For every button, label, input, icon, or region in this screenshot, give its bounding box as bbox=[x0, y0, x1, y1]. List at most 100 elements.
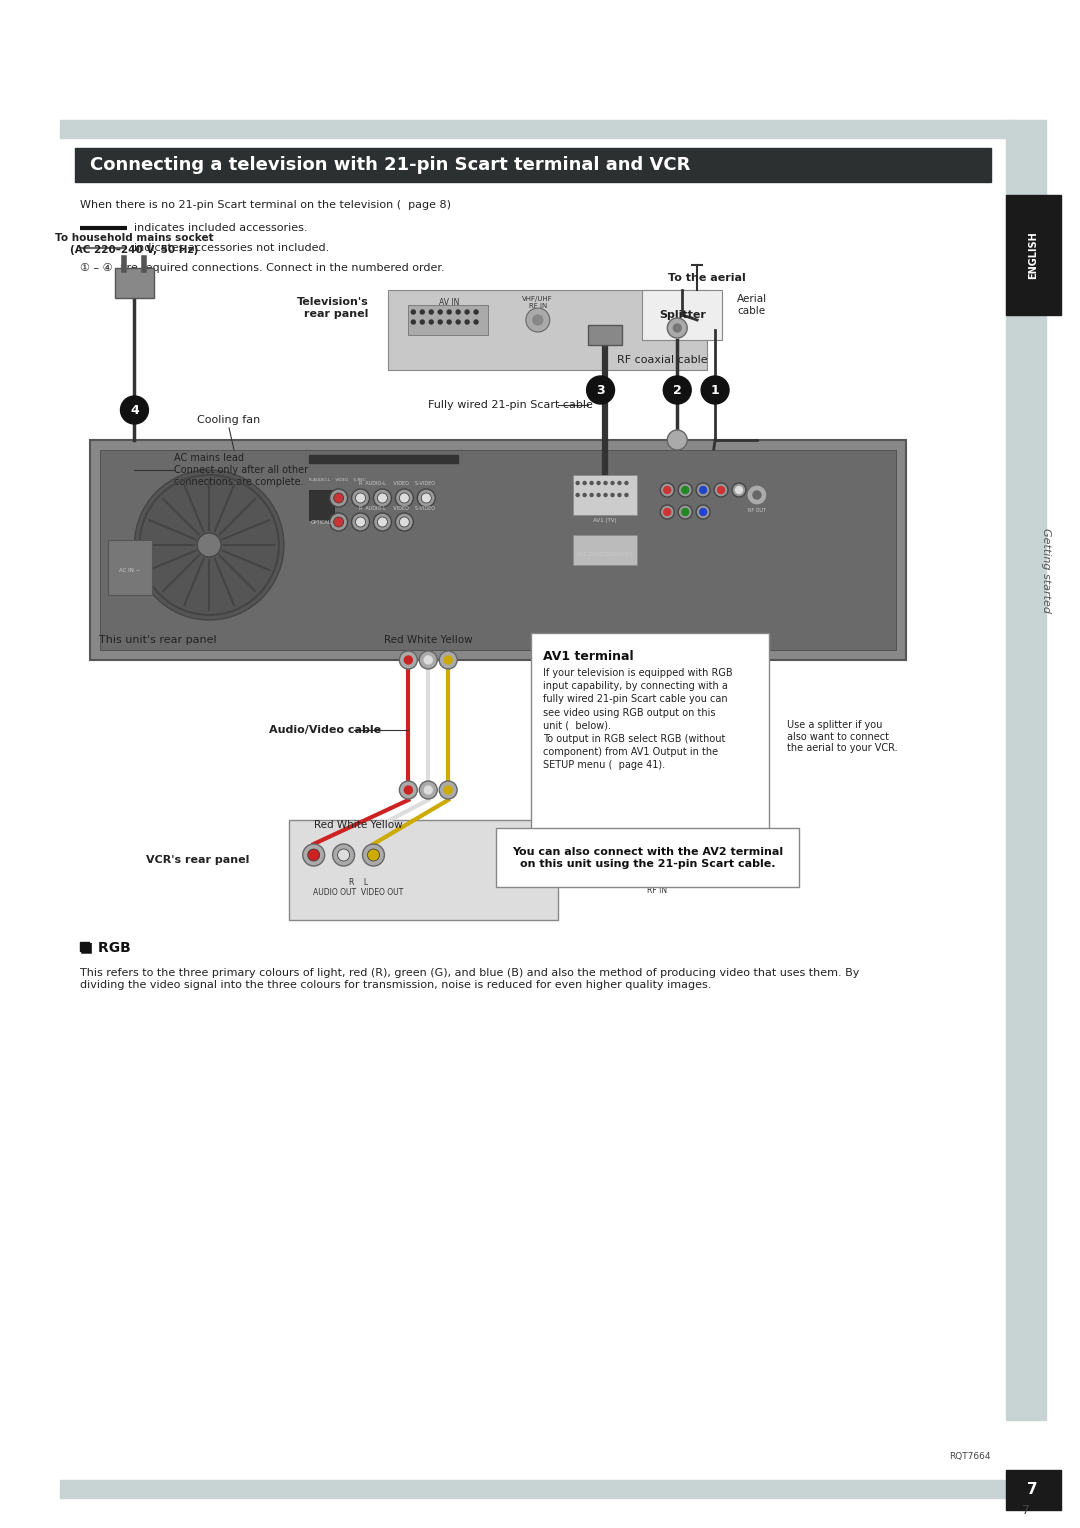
Circle shape bbox=[678, 504, 692, 520]
Circle shape bbox=[134, 471, 284, 620]
Text: AV2 (D/DECODER/EXT): AV2 (D/DECODER/EXT) bbox=[577, 552, 632, 556]
Text: ENGLISH: ENGLISH bbox=[1028, 231, 1038, 280]
Text: AC IN ~: AC IN ~ bbox=[119, 567, 140, 573]
Text: indicates included accessories.: indicates included accessories. bbox=[134, 223, 308, 232]
Circle shape bbox=[302, 843, 325, 866]
Circle shape bbox=[697, 483, 711, 497]
Bar bbox=[99, 451, 896, 649]
Circle shape bbox=[329, 489, 348, 507]
Circle shape bbox=[334, 516, 343, 527]
Circle shape bbox=[333, 843, 354, 866]
Circle shape bbox=[420, 310, 424, 313]
Circle shape bbox=[338, 850, 350, 860]
Circle shape bbox=[420, 319, 424, 324]
Bar bbox=[643, 290, 723, 341]
Text: ① – ④  are required connections. Connect in the numbered order.: ① – ④ are required connections. Connect … bbox=[80, 263, 444, 274]
Circle shape bbox=[667, 318, 687, 338]
Circle shape bbox=[474, 319, 478, 324]
Bar bbox=[288, 821, 557, 920]
Text: Connecting a television with 21-pin Scart terminal and VCR: Connecting a television with 21-pin Scar… bbox=[90, 156, 690, 174]
Circle shape bbox=[651, 850, 663, 860]
Circle shape bbox=[673, 324, 681, 332]
Text: Fully wired 21-pin Scart cable: Fully wired 21-pin Scart cable bbox=[429, 400, 593, 410]
Circle shape bbox=[735, 486, 742, 494]
Bar bbox=[59, 1481, 1016, 1497]
Bar bbox=[1005, 196, 1061, 315]
Text: Cooling fan: Cooling fan bbox=[198, 416, 260, 425]
Circle shape bbox=[374, 489, 391, 507]
Circle shape bbox=[411, 310, 416, 313]
Circle shape bbox=[421, 494, 431, 503]
Circle shape bbox=[400, 651, 417, 669]
FancyBboxPatch shape bbox=[531, 633, 769, 837]
Text: To the aerial: To the aerial bbox=[669, 274, 746, 283]
Circle shape bbox=[714, 483, 728, 497]
Circle shape bbox=[625, 494, 627, 497]
Circle shape bbox=[429, 319, 433, 324]
Circle shape bbox=[198, 533, 221, 558]
Circle shape bbox=[352, 513, 369, 532]
Circle shape bbox=[419, 781, 437, 799]
Circle shape bbox=[586, 376, 615, 403]
Circle shape bbox=[597, 494, 600, 497]
Bar bbox=[1005, 1470, 1061, 1510]
Circle shape bbox=[474, 310, 478, 313]
Circle shape bbox=[611, 494, 615, 497]
Text: R-AUDIO-L    VIDEO    S-REC: R-AUDIO-L VIDEO S-REC bbox=[309, 478, 366, 481]
Circle shape bbox=[618, 494, 621, 497]
Text: This unit's rear panel: This unit's rear panel bbox=[98, 636, 216, 645]
Circle shape bbox=[590, 481, 593, 484]
Text: Red White Yellow: Red White Yellow bbox=[314, 821, 403, 830]
Text: 7: 7 bbox=[1022, 1504, 1030, 1516]
Text: AV1 (TV): AV1 (TV) bbox=[593, 518, 617, 523]
Text: R  AUDIO-L     VIDEO    S-VIDEO: R AUDIO-L VIDEO S-VIDEO bbox=[359, 480, 434, 486]
Bar bbox=[1005, 121, 1045, 1420]
Circle shape bbox=[447, 310, 451, 313]
Text: VHF/UHF
RF IN: VHF/UHF RF IN bbox=[640, 876, 674, 895]
Circle shape bbox=[717, 486, 725, 494]
Bar bbox=[75, 148, 991, 182]
Circle shape bbox=[395, 513, 414, 532]
Circle shape bbox=[663, 376, 691, 403]
Circle shape bbox=[355, 516, 365, 527]
Circle shape bbox=[583, 494, 586, 497]
Bar bbox=[572, 535, 637, 565]
Circle shape bbox=[424, 785, 432, 795]
Text: 2: 2 bbox=[673, 384, 681, 396]
Bar bbox=[90, 440, 906, 660]
Circle shape bbox=[378, 516, 388, 527]
Circle shape bbox=[352, 489, 369, 507]
Circle shape bbox=[329, 513, 348, 532]
Circle shape bbox=[438, 310, 442, 313]
Text: VHF/UHF
RF IN: VHF/UHF RF IN bbox=[523, 295, 553, 309]
Circle shape bbox=[618, 481, 621, 484]
Circle shape bbox=[440, 651, 457, 669]
Circle shape bbox=[404, 656, 413, 665]
Text: Red White Yellow: Red White Yellow bbox=[384, 636, 473, 645]
Circle shape bbox=[732, 483, 746, 497]
Circle shape bbox=[700, 509, 706, 515]
Text: This refers to the three primary colours of light, red (R), green (G), and blue : This refers to the three primary colours… bbox=[80, 969, 859, 990]
Circle shape bbox=[438, 319, 442, 324]
Circle shape bbox=[440, 781, 457, 799]
Text: VCR's rear panel: VCR's rear panel bbox=[146, 856, 249, 865]
Bar bbox=[59, 121, 1016, 138]
Text: 4: 4 bbox=[130, 403, 139, 417]
Circle shape bbox=[429, 310, 433, 313]
Circle shape bbox=[532, 315, 543, 325]
FancyBboxPatch shape bbox=[496, 828, 799, 886]
Circle shape bbox=[643, 840, 672, 869]
Circle shape bbox=[604, 481, 607, 484]
Circle shape bbox=[411, 319, 416, 324]
Circle shape bbox=[681, 509, 689, 515]
Text: RQT7664: RQT7664 bbox=[949, 1453, 991, 1461]
Text: indicates accessories not included.: indicates accessories not included. bbox=[134, 243, 329, 254]
Text: You can also connect with the AV2 terminal
on this unit using the 21-pin Scart c: You can also connect with the AV2 termin… bbox=[512, 847, 783, 869]
Circle shape bbox=[400, 494, 409, 503]
Circle shape bbox=[424, 656, 432, 665]
Circle shape bbox=[664, 486, 671, 494]
Circle shape bbox=[355, 494, 365, 503]
Circle shape bbox=[308, 850, 320, 860]
Text: R    L
AUDIO OUT  VIDEO OUT: R L AUDIO OUT VIDEO OUT bbox=[313, 879, 404, 897]
Circle shape bbox=[583, 481, 586, 484]
